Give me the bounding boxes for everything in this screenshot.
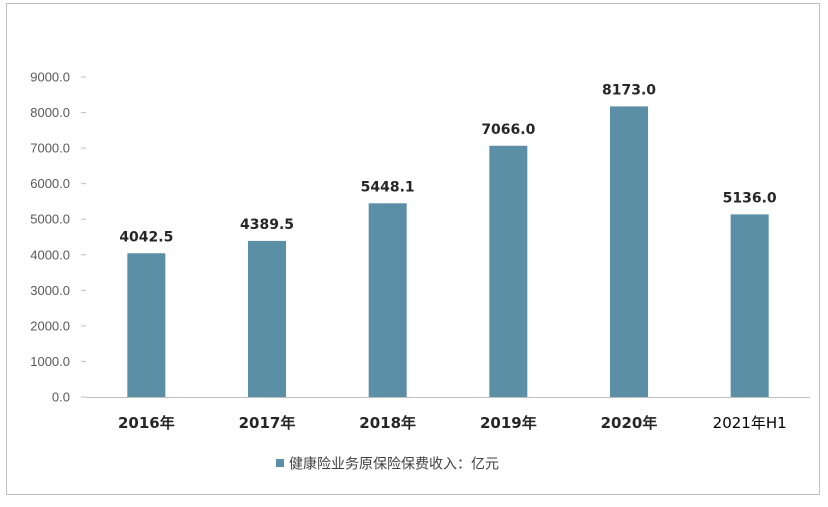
- bars: [127, 106, 769, 397]
- bar: [248, 240, 286, 397]
- bar: [610, 106, 648, 397]
- y-tick-label: 1000.0: [30, 354, 70, 369]
- legend-label: 健康险业务原保险保费收入：亿元: [289, 456, 499, 473]
- x-tick-label: 2018年: [359, 414, 416, 432]
- data-label: 8173.0: [602, 82, 656, 98]
- data-label: 5136.0: [723, 190, 777, 206]
- y-tick-label: 9000.0: [30, 70, 70, 85]
- data-label: 5448.1: [361, 179, 415, 195]
- x-tick-label: 2019年: [480, 414, 537, 432]
- legend: 健康险业务原保险保费收入：亿元: [276, 456, 499, 473]
- bar: [368, 203, 407, 397]
- x-tick-label: 2020年: [601, 414, 658, 432]
- legend-swatch: [276, 459, 284, 467]
- bar: [730, 214, 769, 397]
- x-axis: 2016年 2017年 2018年 2019年 2020年 2021年H1: [118, 414, 787, 432]
- y-tick-label: 5000.0: [30, 212, 70, 227]
- chart-frame: [6, 3, 820, 495]
- x-tick-label: 2021年H1: [713, 414, 787, 432]
- y-tick-label: 3000.0: [30, 283, 70, 298]
- y-tick-label: 0.0: [52, 390, 70, 405]
- y-tick-label: 8000.0: [30, 105, 70, 120]
- bar: [489, 145, 528, 397]
- data-label: 4389.5: [240, 217, 294, 233]
- y-tick-label: 7000.0: [30, 141, 70, 156]
- y-tick-label: 2000.0: [30, 318, 70, 333]
- data-label: 4042.5: [119, 229, 173, 245]
- y-tick-label: 4000.0: [30, 247, 70, 262]
- x-tick-label: 2017年: [239, 414, 296, 432]
- y-axis: 0.0 1000.0 2000.0 3000.0 4000.0 5000.0 6000.0 7…: [30, 70, 86, 405]
- y-tick-label: 6000.0: [30, 176, 70, 191]
- data-labels: 4042.5 4389.5 5448.1 7066.0 8173.0 5136.0: [119, 82, 777, 245]
- data-label: 7066.0: [481, 122, 535, 138]
- bar: [127, 253, 166, 397]
- x-tick-label: 2016年: [118, 414, 175, 432]
